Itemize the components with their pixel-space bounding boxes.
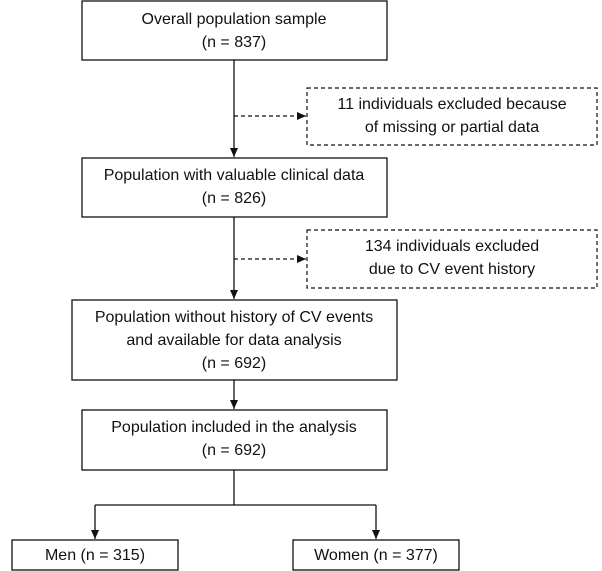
node-box <box>81 0 388 61</box>
node-text: Population without history of CV events <box>95 309 373 326</box>
node-text: (n = 837) <box>202 34 266 51</box>
node-text: (n = 692) <box>202 442 266 459</box>
node-box <box>292 539 460 571</box>
node-box <box>81 157 388 218</box>
node-text: Overall population sample <box>142 11 327 28</box>
node-text: Population included in the analysis <box>111 419 357 436</box>
node-text: of missing or partial data <box>365 119 539 136</box>
node-box <box>71 299 398 381</box>
node-text: and available for data analysis <box>126 332 341 349</box>
node-text: (n = 826) <box>202 190 266 207</box>
node-box <box>81 409 388 471</box>
node-text: Population with valuable clinical data <box>104 167 365 184</box>
exclusion-box <box>306 229 598 289</box>
exclusion-box <box>306 87 598 146</box>
node-text: Men (n = 315) <box>45 547 145 564</box>
node-text: 134 individuals excluded <box>365 238 539 255</box>
node-text: Women (n = 377) <box>314 547 438 564</box>
node-text: due to CV event history <box>369 261 535 278</box>
node-text: (n = 692) <box>202 355 266 372</box>
node-box <box>11 539 179 571</box>
node-text: 11 individuals excluded because <box>337 96 566 113</box>
